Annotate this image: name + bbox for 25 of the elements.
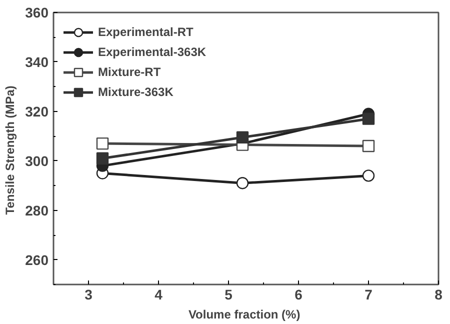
point (96, 152, 109, 164)
point (362, 112, 375, 125)
point (362, 170, 375, 182)
x-tick-label: 6 (294, 286, 303, 302)
point (96, 137, 109, 150)
legend-label: Mixture-RT (98, 65, 161, 79)
x-tick-label: 5 (224, 286, 233, 302)
y-axis-title: Tensile Strength (MPa) (3, 86, 18, 215)
y-tick-label: 300 (25, 152, 49, 169)
point (236, 131, 249, 144)
x-tick-label: 7 (364, 286, 373, 302)
legend-label: Mixture-363K (98, 85, 174, 99)
legend-label: Experimental-RT (98, 25, 194, 39)
x-tick-label: 4 (154, 286, 163, 302)
x-axis-title: Volume fraction (%) (188, 308, 300, 322)
y-tick-label: 360 (25, 4, 49, 20)
point (362, 140, 375, 152)
y-tick-label: 320 (25, 103, 49, 120)
point (236, 177, 249, 190)
y-tick-label: 260 (25, 252, 49, 268)
x-tick-label: 8 (434, 286, 443, 302)
y-tick-label: 280 (25, 202, 49, 218)
y-tick-label: 340 (25, 54, 49, 70)
x-tick-label: 3 (84, 286, 93, 302)
legend-label: Experimental-363K (98, 45, 206, 59)
